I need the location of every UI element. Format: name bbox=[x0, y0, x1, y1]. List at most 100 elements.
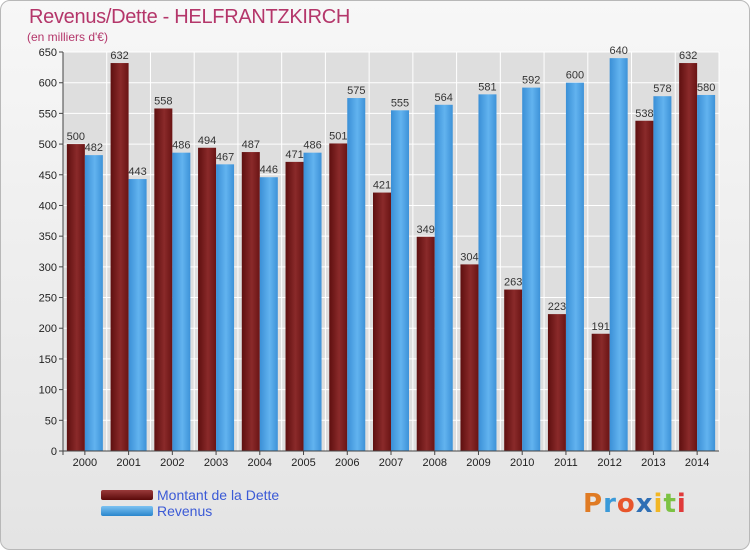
legend-swatch-debt bbox=[101, 490, 153, 500]
data-label-debt-2014: 632 bbox=[679, 50, 697, 62]
y-tick-label: 300 bbox=[39, 262, 57, 274]
data-label-debt-2005: 471 bbox=[285, 149, 303, 161]
data-label-debt-2013: 538 bbox=[635, 108, 653, 120]
bar-revenue-2002 bbox=[172, 152, 191, 451]
data-label-revenue-2001: 443 bbox=[128, 166, 146, 178]
x-tick-label-2004: 2004 bbox=[248, 457, 272, 469]
y-tick-label: 250 bbox=[39, 293, 57, 305]
bar-debt-2010 bbox=[504, 289, 523, 451]
bar-revenue-2005 bbox=[303, 152, 322, 451]
y-tick-label: 450 bbox=[39, 170, 57, 182]
axis-layer: 0 50 100 150 200 250 300 350 400 450 500 550 600 650 2… bbox=[39, 47, 719, 469]
y-tick-label: 200 bbox=[39, 323, 57, 335]
data-label-revenue-2007: 555 bbox=[391, 97, 409, 109]
bar-revenue-2003 bbox=[216, 164, 235, 451]
x-tick-label-2008: 2008 bbox=[422, 457, 446, 469]
data-label-debt-2000: 500 bbox=[67, 131, 85, 143]
x-tick-label-2010: 2010 bbox=[510, 457, 534, 469]
bar-debt-2014 bbox=[679, 63, 698, 452]
bar-debt-2001 bbox=[110, 63, 129, 452]
x-tick-label-2014: 2014 bbox=[685, 457, 709, 469]
x-tick-label-2013: 2013 bbox=[641, 457, 665, 469]
bar-debt-2006 bbox=[329, 143, 348, 451]
data-label-revenue-2002: 486 bbox=[172, 140, 190, 152]
data-label-revenue-2005: 486 bbox=[303, 140, 321, 152]
bar-debt-2009 bbox=[460, 264, 479, 451]
bar-revenue-2013 bbox=[653, 96, 672, 451]
data-label-debt-2001: 632 bbox=[110, 50, 128, 62]
bar-revenue-2014 bbox=[697, 94, 716, 451]
x-tick-label-2000: 2000 bbox=[73, 457, 97, 469]
x-tick-label-2006: 2006 bbox=[335, 457, 359, 469]
bars-layer bbox=[66, 58, 716, 452]
chart-subtitle: (en milliers d'€) bbox=[27, 30, 108, 44]
chart-title: Revenus/Dette - HELFRANTZKIRCH bbox=[29, 6, 351, 28]
x-tick-label-2012: 2012 bbox=[597, 457, 621, 469]
data-label-debt-2002: 558 bbox=[154, 95, 172, 107]
bar-revenue-2001 bbox=[128, 179, 147, 451]
bar-debt-2011 bbox=[547, 314, 566, 451]
bar-revenue-2011 bbox=[565, 82, 584, 451]
data-label-revenue-2014: 580 bbox=[697, 82, 715, 94]
data-label-revenue-2013: 578 bbox=[653, 83, 671, 95]
y-tick-label: 50 bbox=[45, 415, 57, 427]
logo-letter: i bbox=[676, 489, 687, 519]
bar-revenue-2000 bbox=[84, 155, 103, 451]
bar-debt-2012 bbox=[591, 333, 610, 451]
bar-revenue-2006 bbox=[347, 98, 366, 452]
data-label-revenue-2010: 592 bbox=[522, 75, 540, 87]
logo-letter: P bbox=[583, 489, 604, 519]
data-label-debt-2009: 304 bbox=[460, 251, 478, 263]
data-label-revenue-2012: 640 bbox=[609, 45, 627, 57]
x-tick-label-2001: 2001 bbox=[116, 457, 140, 469]
data-label-debt-2011: 223 bbox=[548, 301, 566, 313]
data-label-revenue-2006: 575 bbox=[347, 85, 365, 97]
x-tick-label-2007: 2007 bbox=[379, 457, 403, 469]
data-label-debt-2006: 501 bbox=[329, 130, 347, 142]
bar-debt-2013 bbox=[635, 120, 654, 452]
data-label-debt-2004: 487 bbox=[242, 139, 260, 151]
y-tick-label: 100 bbox=[39, 385, 57, 397]
legend-label-debt: Montant de la Dette bbox=[157, 487, 280, 503]
data-label-revenue-2008: 564 bbox=[435, 92, 453, 104]
logo-letter: i bbox=[653, 489, 664, 519]
logo-letter: x bbox=[635, 489, 654, 519]
bar-revenue-2010 bbox=[522, 87, 541, 451]
data-label-revenue-2004: 446 bbox=[260, 164, 278, 176]
y-tick-label: 400 bbox=[39, 200, 57, 212]
y-tick-label: 500 bbox=[39, 139, 57, 151]
bar-revenue-2009 bbox=[478, 94, 497, 452]
bar-revenue-2007 bbox=[391, 110, 409, 452]
proxiti-logo: Proxiti bbox=[583, 489, 687, 519]
bar-debt-2005 bbox=[285, 161, 304, 451]
y-tick-label: 150 bbox=[39, 354, 57, 366]
bar-debt-2003 bbox=[198, 147, 217, 451]
x-tick-label-2011: 2011 bbox=[554, 457, 578, 469]
y-tick-label: 650 bbox=[39, 47, 57, 59]
bar-debt-2007 bbox=[373, 192, 391, 451]
data-label-debt-2003: 494 bbox=[198, 135, 216, 147]
logo-letter: o bbox=[616, 489, 636, 519]
data-label-revenue-2000: 482 bbox=[85, 142, 103, 154]
bar-debt-2008 bbox=[416, 236, 435, 451]
y-tick-label: 600 bbox=[39, 78, 57, 90]
logo-letter: r bbox=[603, 489, 617, 519]
x-tick-label-2002: 2002 bbox=[160, 457, 184, 469]
data-label-debt-2008: 349 bbox=[417, 224, 435, 236]
legend-label-revenue: Revenus bbox=[157, 503, 213, 519]
y-tick-label: 550 bbox=[39, 108, 57, 120]
legend-swatch-revenue bbox=[101, 506, 153, 516]
bar-debt-2004 bbox=[241, 152, 260, 451]
bar-revenue-2004 bbox=[259, 177, 278, 451]
data-label-debt-2012: 191 bbox=[591, 321, 609, 333]
data-label-revenue-2009: 581 bbox=[478, 81, 496, 93]
x-tick-label-2005: 2005 bbox=[291, 457, 315, 469]
data-label-debt-2010: 263 bbox=[504, 277, 522, 289]
data-label-debt-2007: 421 bbox=[373, 180, 391, 192]
y-tick-label: 350 bbox=[39, 231, 57, 243]
data-label-revenue-2003: 467 bbox=[216, 151, 234, 163]
logo-letter: t bbox=[663, 489, 677, 519]
